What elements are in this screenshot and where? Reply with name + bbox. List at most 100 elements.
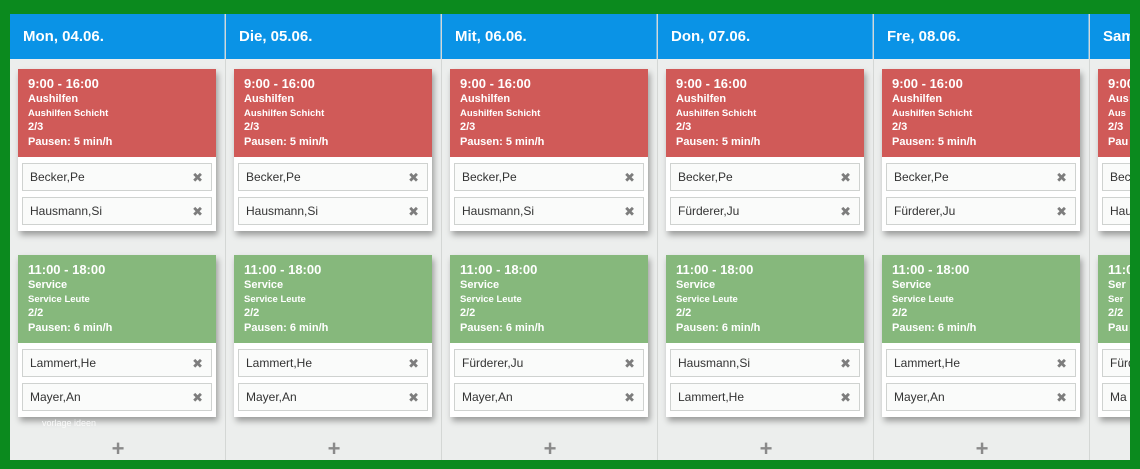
remove-icon[interactable]: ✖ [840,389,851,405]
worker-entry[interactable]: Hau ✖ [1102,197,1130,225]
shift-name: Aushilfen [244,93,295,105]
day-header[interactable]: Die, 05.06. [226,14,441,59]
remove-icon[interactable]: ✖ [624,389,635,405]
shift-pause: Pausen: 6 min/h [892,322,977,334]
add-shift-button[interactable]: + [111,436,125,460]
worker-name: Becker,Pe [30,170,85,184]
shift-header[interactable]: 9:00 Aus Aus 2/3 Pau [1098,69,1130,157]
worker-entry[interactable]: Hausmann,Si ✖ [454,197,644,225]
remove-icon[interactable]: ✖ [1056,169,1067,185]
remove-icon[interactable]: ✖ [840,203,851,219]
shift-subtitle: Aushilfen Schicht [676,108,757,119]
worker-entry[interactable]: Lammert,He ✖ [886,349,1076,377]
shift-staff-count: 2/2 [1108,307,1124,319]
worker-entry[interactable]: Fürderer,Ju ✖ [670,197,860,225]
day-header[interactable]: Don, 07.06. [658,14,873,59]
add-shift-button[interactable]: + [543,436,557,460]
shift-header[interactable]: 11:00 - 18:00 Service Service Leute 2/2 … [666,255,864,343]
worker-entry[interactable]: Ma ✖ [1102,383,1130,411]
day-column-4: Fre, 08.06. 9:00 - 16:00 Aushilfen Aushi… [874,14,1090,460]
worker-entry[interactable]: Beck ✖ [1102,163,1130,191]
worker-name: Hausmann,Si [678,356,751,370]
shift-subtitle: Aushilfen Schicht [28,108,109,119]
worker-entry[interactable]: Mayer,An ✖ [238,383,428,411]
add-shift-button[interactable]: + [975,436,989,460]
worker-entry[interactable]: Mayer,An ✖ [22,383,212,411]
shift-subtitle: Aushilfen Schicht [460,108,541,119]
shift-card: 11:0 Ser Ser 2/2 Pau Fürd ✖ Ma ✖ [1098,255,1130,417]
shift-card: 11:00 - 18:00 Service Service Leute 2/2 … [882,255,1080,417]
shift-name: Aushilfen [892,93,943,105]
remove-icon[interactable]: ✖ [624,203,635,219]
shift-header[interactable]: 11:00 - 18:00 Service Service Leute 2/2 … [450,255,648,343]
worker-name: Mayer,An [894,390,945,404]
worker-entry[interactable]: Hausmann,Si ✖ [238,197,428,225]
shift-time: 11:00 - 18:00 [460,262,538,277]
worker-entry[interactable]: Becker,Pe ✖ [886,163,1076,191]
remove-icon[interactable]: ✖ [840,355,851,371]
worker-name: Fürderer,Ju [894,204,956,218]
shift-time: 9:00 - 16:00 [892,76,963,91]
worker-entry[interactable]: Fürd ✖ [1102,349,1130,377]
shift-subtitle: Aushilfen Schicht [892,108,973,119]
worker-entry[interactable]: Becker,Pe ✖ [22,163,212,191]
shift-header[interactable]: 9:00 - 16:00 Aushilfen Aushilfen Schicht… [882,69,1080,157]
day-header[interactable]: Mon, 04.06. [10,14,225,59]
worker-entry[interactable]: Lammert,He ✖ [238,349,428,377]
remove-icon[interactable]: ✖ [840,169,851,185]
add-shift-button[interactable]: + [759,436,773,460]
remove-icon[interactable]: ✖ [624,355,635,371]
worker-list: Lammert,He ✖ Mayer,An ✖ [18,343,216,417]
day-header[interactable]: Fre, 08.06. [874,14,1089,59]
shift-header[interactable]: 9:00 - 16:00 Aushilfen Aushilfen Schicht… [450,69,648,157]
shift-name: Service [244,279,284,291]
remove-icon[interactable]: ✖ [1056,203,1067,219]
remove-icon[interactable]: ✖ [408,355,419,371]
worker-entry[interactable]: Becker,Pe ✖ [454,163,644,191]
remove-icon[interactable]: ✖ [408,389,419,405]
shift-name: Service [676,279,716,291]
worker-entry[interactable]: Mayer,An ✖ [886,383,1076,411]
remove-icon[interactable]: ✖ [192,389,203,405]
worker-entry[interactable]: Hausmann,Si ✖ [670,349,860,377]
remove-icon[interactable]: ✖ [192,203,203,219]
shift-name: Aushilfen [28,93,79,105]
shift-card: 9:00 - 16:00 Aushilfen Aushilfen Schicht… [666,69,864,231]
shift-card: 11:00 - 18:00 Service Service Leute 2/2 … [666,255,864,417]
worker-list: Beck ✖ Hau ✖ [1098,157,1130,231]
shift-header[interactable]: 11:00 - 18:00 Service Service Leute 2/2 … [882,255,1080,343]
remove-icon[interactable]: ✖ [408,169,419,185]
shift-header[interactable]: 9:00 - 16:00 Aushilfen Aushilfen Schicht… [18,69,216,157]
shift-header[interactable]: 11:0 Ser Ser 2/2 Pau [1098,255,1130,343]
shift-pause: Pau [1108,136,1129,148]
worker-entry[interactable]: Lammert,He ✖ [670,383,860,411]
worker-entry[interactable]: Hausmann,Si ✖ [22,197,212,225]
remove-icon[interactable]: ✖ [192,169,203,185]
shift-staff-count: 2/3 [460,121,476,133]
remove-icon[interactable]: ✖ [408,203,419,219]
remove-icon[interactable]: ✖ [1056,355,1067,371]
worker-name: Becker,Pe [894,170,949,184]
remove-icon[interactable]: ✖ [624,169,635,185]
worker-entry[interactable]: Becker,Pe ✖ [670,163,860,191]
watermark: vorlage ideen [42,418,97,428]
shift-header[interactable]: 11:00 - 18:00 Service Service Leute 2/2 … [18,255,216,343]
remove-icon[interactable]: ✖ [1056,389,1067,405]
shift-header[interactable]: 9:00 - 16:00 Aushilfen Aushilfen Schicht… [234,69,432,157]
remove-icon[interactable]: ✖ [192,355,203,371]
shift-staff-count: 2/2 [460,307,476,319]
worker-entry[interactable]: Becker,Pe ✖ [238,163,428,191]
worker-entry[interactable]: Fürderer,Ju ✖ [454,349,644,377]
shift-header[interactable]: 11:00 - 18:00 Service Service Leute 2/2 … [234,255,432,343]
worker-entry[interactable]: Lammert,He ✖ [22,349,212,377]
worker-entry[interactable]: Mayer,An ✖ [454,383,644,411]
shift-header[interactable]: 9:00 - 16:00 Aushilfen Aushilfen Schicht… [666,69,864,157]
worker-entry[interactable]: Fürderer,Ju ✖ [886,197,1076,225]
day-header[interactable]: Mit, 06.06. [442,14,657,59]
shift-staff-count: 2/3 [1108,121,1124,133]
day-header[interactable]: Sam [1090,14,1130,59]
add-shift-button[interactable]: + [1090,438,1130,460]
worker-name: Beck [1110,170,1130,184]
add-shift-button[interactable]: + [327,436,341,460]
shift-staff-count: 2/3 [892,121,908,133]
